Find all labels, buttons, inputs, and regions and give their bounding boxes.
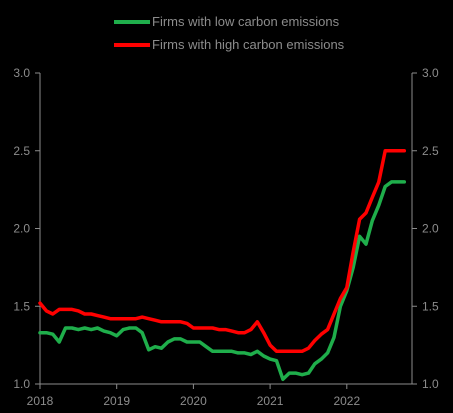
legend-label-low: Firms with low carbon emissions [152,14,340,29]
right-y-tick-label: 1.0 [422,377,439,391]
left-y-tick-label: 2.5 [13,144,30,158]
right-y-tick-label: 2.0 [422,222,439,236]
right-y-tick-label: 1.5 [422,299,439,313]
legend: Firms with low carbon emissions Firms wi… [114,14,345,52]
series-layer [38,149,407,382]
left-y-tick-label: 1.0 [13,377,30,391]
left-y-tick-label: 1.5 [13,299,30,313]
right-y-tick-label: 3.0 [422,66,439,80]
x-tick-label: 2022 [333,394,360,408]
left-y-tick-label: 3.0 [13,66,30,80]
x-tick-label: 2018 [27,394,54,408]
x-tick-label: 2019 [103,394,130,408]
right-y-tick-label: 2.5 [422,144,439,158]
x-tick-label: 2020 [180,394,207,408]
series-line-high-carbon [38,149,407,354]
y-ticks: 1.0 1.0 1.5 1.5 2.0 2.0 2.5 2.5 3.0 3.0 [13,66,439,391]
series-line-low-carbon [38,180,407,382]
x-tick-label: 2021 [257,394,284,408]
x-ticks: 2018 2019 2020 2021 2022 [27,384,360,408]
legend-label-high: Firms with high carbon emissions [152,37,345,52]
left-y-tick-label: 2.0 [13,222,30,236]
